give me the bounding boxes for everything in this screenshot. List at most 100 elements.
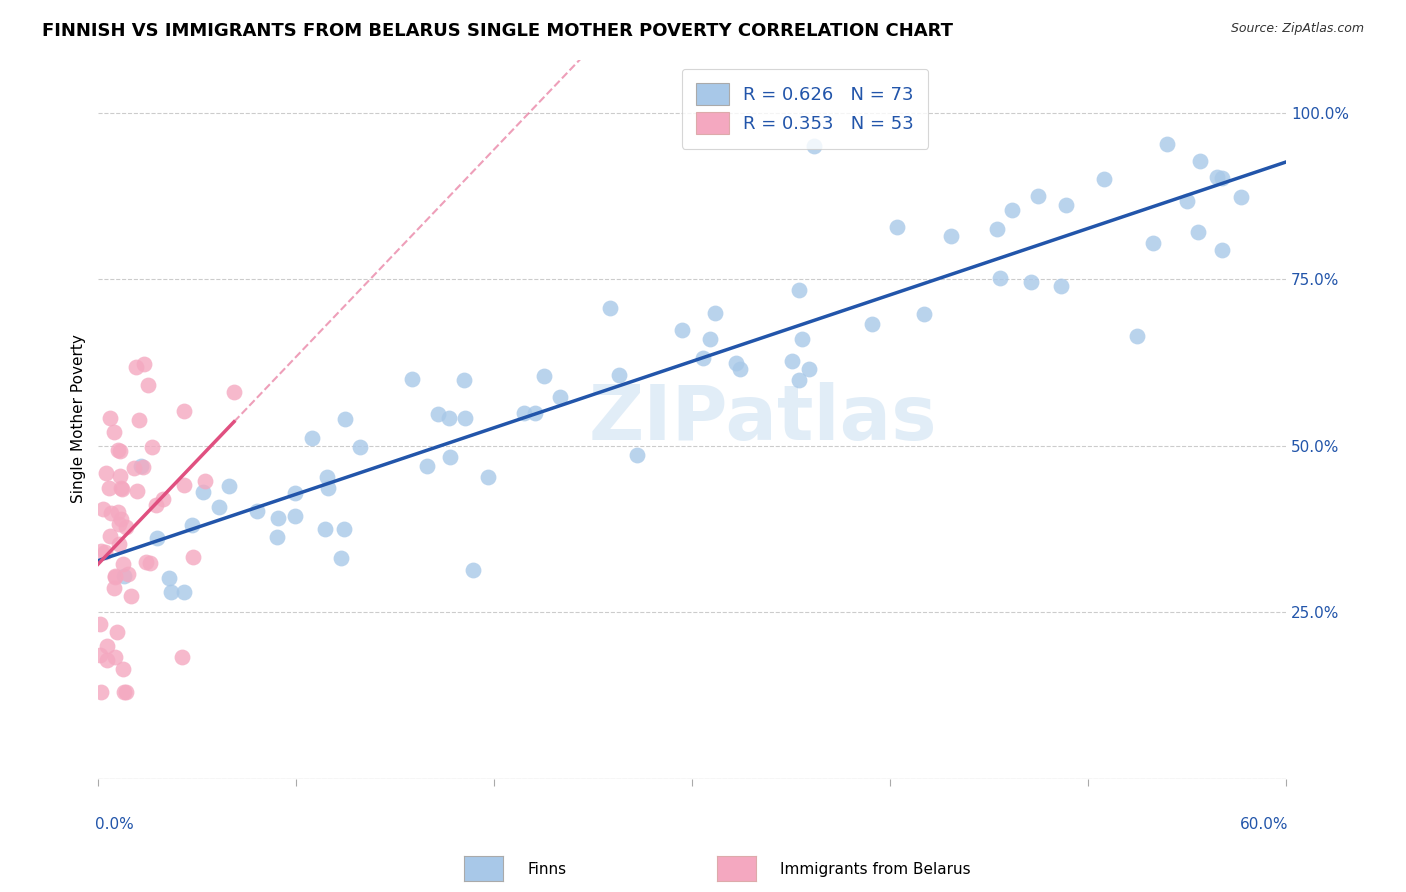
- Point: [98, 529, 121, 543]
- Point: [477, 470, 499, 484]
- Point: [792, 332, 814, 346]
- Point: [453, 410, 475, 425]
- Point: [94, 545, 117, 559]
- Text: ZIPatlas: ZIPatlas: [589, 382, 938, 456]
- Point: [626, 448, 648, 462]
- Point: [1142, 235, 1164, 250]
- Point: [207, 500, 229, 514]
- Point: [284, 486, 307, 500]
- Point: [173, 478, 195, 492]
- Point: [107, 505, 129, 519]
- Point: [1092, 172, 1115, 186]
- Point: [513, 406, 536, 420]
- Point: [329, 550, 352, 565]
- Point: [91, 502, 114, 516]
- Point: [98, 481, 121, 495]
- Point: [267, 511, 290, 525]
- Point: [1050, 278, 1073, 293]
- Point: [90, 544, 112, 558]
- Point: [129, 459, 152, 474]
- Point: [152, 491, 174, 506]
- Point: [316, 481, 339, 495]
- Point: [860, 317, 883, 331]
- Point: [110, 481, 132, 495]
- Point: [1019, 275, 1042, 289]
- Point: [1156, 136, 1178, 151]
- Legend: R = 0.626   N = 73, R = 0.353   N = 53: R = 0.626 N = 73, R = 0.353 N = 53: [682, 69, 928, 149]
- Point: [607, 368, 630, 383]
- Point: [314, 522, 336, 536]
- Point: [146, 531, 169, 545]
- Point: [115, 685, 138, 699]
- Point: [1026, 189, 1049, 203]
- Point: [401, 372, 423, 386]
- Point: [886, 220, 908, 235]
- Point: [172, 650, 194, 665]
- Point: [728, 362, 751, 376]
- Text: Immigrants from Belarus: Immigrants from Belarus: [780, 863, 972, 877]
- Point: [111, 557, 134, 571]
- Point: [139, 556, 162, 570]
- Point: [671, 323, 693, 337]
- Point: [780, 353, 803, 368]
- Point: [246, 503, 269, 517]
- Point: [699, 332, 721, 346]
- Point: [107, 517, 129, 532]
- Point: [159, 585, 181, 599]
- Point: [98, 410, 121, 425]
- Point: [194, 474, 217, 488]
- Point: [523, 406, 546, 420]
- Point: [988, 271, 1011, 285]
- Point: [912, 307, 935, 321]
- Point: [90, 685, 112, 699]
- Text: 0.0%: 0.0%: [96, 817, 134, 832]
- Point: [120, 589, 142, 603]
- Text: 60.0%: 60.0%: [1240, 817, 1289, 832]
- Point: [787, 374, 810, 388]
- Point: [1125, 328, 1147, 343]
- Point: [173, 404, 195, 418]
- Point: [141, 440, 163, 454]
- Text: Source: ZipAtlas.com: Source: ZipAtlas.com: [1230, 22, 1364, 36]
- Point: [110, 512, 132, 526]
- Point: [108, 444, 131, 458]
- Point: [103, 581, 125, 595]
- Point: [105, 624, 128, 639]
- Point: [724, 356, 747, 370]
- Point: [128, 413, 150, 427]
- Point: [114, 520, 136, 534]
- Point: [136, 378, 159, 392]
- Point: [107, 443, 129, 458]
- Point: [416, 458, 439, 473]
- Point: [96, 466, 118, 480]
- Point: [550, 390, 572, 404]
- Point: [692, 351, 714, 365]
- Point: [135, 555, 157, 569]
- Point: [191, 485, 214, 500]
- Point: [301, 431, 323, 445]
- Point: [799, 362, 821, 376]
- Point: [1211, 243, 1233, 257]
- Point: [114, 685, 136, 699]
- Text: Finns: Finns: [527, 863, 567, 877]
- Point: [145, 498, 167, 512]
- Point: [173, 585, 195, 599]
- Point: [132, 460, 155, 475]
- Point: [333, 522, 356, 536]
- Point: [803, 139, 825, 153]
- Point: [439, 410, 461, 425]
- Point: [789, 283, 811, 297]
- Point: [1206, 169, 1229, 184]
- Point: [939, 229, 962, 244]
- Point: [1211, 171, 1233, 186]
- Point: [461, 563, 484, 577]
- Point: [533, 369, 555, 384]
- Point: [222, 385, 245, 400]
- Point: [111, 663, 134, 677]
- Point: [333, 412, 356, 426]
- Point: [183, 549, 205, 564]
- Point: [104, 569, 127, 583]
- Point: [157, 571, 180, 585]
- Point: [218, 479, 240, 493]
- Point: [1054, 198, 1077, 212]
